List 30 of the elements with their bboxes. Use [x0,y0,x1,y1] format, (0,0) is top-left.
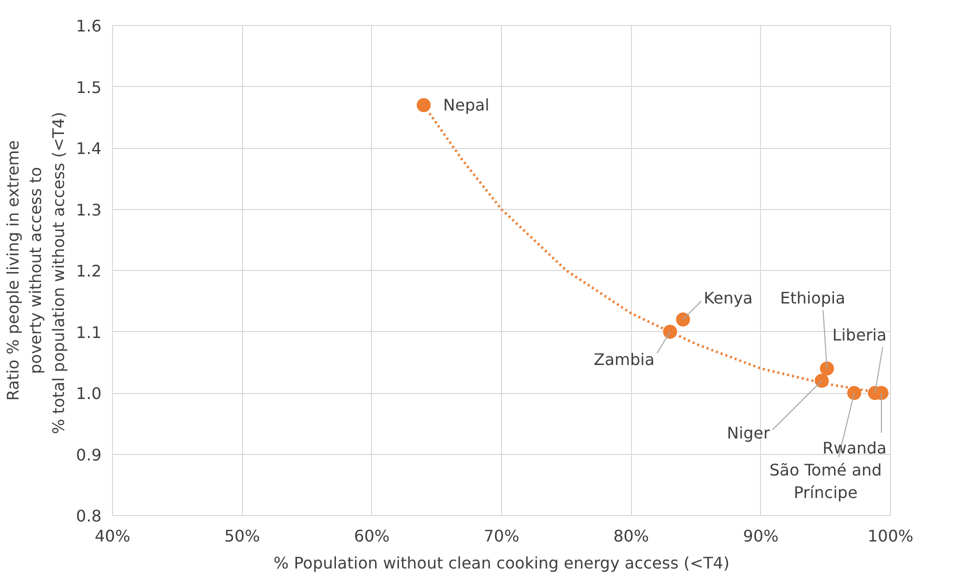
y-tick-label: 1.4 [76,139,102,158]
annotation: Niger [726,423,770,442]
x-tick-label: 80% [613,526,649,546]
annotation: Liberia [832,325,887,344]
y-tick-label: 1.5 [76,78,102,97]
x-tick-label: 40% [94,526,130,546]
x-axis-title: % Population without clean cooking energy access (<T4) [274,554,730,572]
point [820,362,834,376]
y-tick-label: 0.9 [76,445,102,464]
x-tick-label: 70% [484,526,520,546]
y-tick-label: 1.0 [76,384,102,403]
annotation: Nepal [443,96,490,115]
annotation: Ethiopia [780,288,846,308]
y-tick-label: 1.2 [76,262,102,280]
y-tick-label: 0.8 [76,506,102,526]
point [847,386,862,400]
y-axis-title: Ratio % people living in extreme poverty without access to % total population without access (<T4) [3,112,68,434]
point [416,98,431,112]
point [676,312,690,326]
x-tick-label: 50% [224,526,260,546]
x-tick-label: 90% [743,526,779,546]
x-tick-label: 100% [868,526,914,546]
x-tick-label: 60% [354,526,390,546]
y-tick-label: 1.6 [76,16,102,36]
annotation: Zambia [594,350,655,369]
annotation: Rwanda [822,438,887,458]
y-tick-label: 1.1 [76,322,102,342]
y-tick-label: 1.3 [76,200,102,220]
annotation: Kenya [704,288,753,308]
annotation: São Tomé and Príncipe [770,460,882,502]
